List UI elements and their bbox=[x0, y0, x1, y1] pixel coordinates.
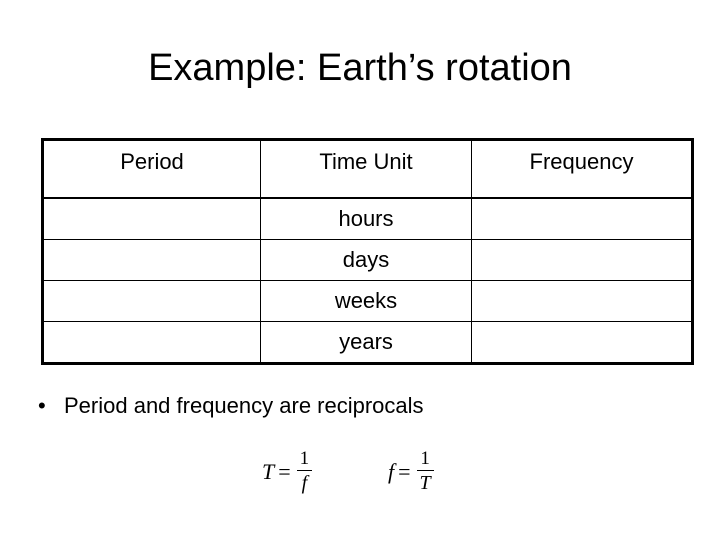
cell-frequency bbox=[471, 239, 693, 281]
cell-period bbox=[42, 320, 261, 365]
cell-time-unit: years bbox=[260, 320, 472, 365]
cell-frequency bbox=[471, 320, 693, 365]
cell-period bbox=[42, 197, 261, 241]
cell-time-unit: days bbox=[260, 239, 472, 281]
header-frequency: Frequency bbox=[471, 139, 693, 199]
bullet-item: • Period and frequency are reciprocals bbox=[38, 391, 424, 421]
formula-numerator: 1 bbox=[420, 448, 430, 469]
table-row: years bbox=[42, 320, 693, 365]
formula-lhs: T bbox=[262, 458, 275, 484]
formula-equals: = bbox=[398, 458, 411, 484]
bullet-marker: • bbox=[38, 393, 46, 418]
formula-frequency: f = 1 T bbox=[388, 448, 434, 495]
cell-time-unit: weeks bbox=[260, 279, 472, 322]
cell-period bbox=[42, 279, 261, 322]
rotation-table: Period Time Unit Frequency hours days we… bbox=[41, 138, 694, 365]
bullet-text: Period and frequency are reciprocals bbox=[64, 393, 424, 418]
cell-time-unit: hours bbox=[260, 197, 472, 241]
formula-fraction: 1 T bbox=[416, 448, 434, 495]
fraction-bar bbox=[296, 470, 313, 471]
header-period: Period bbox=[42, 139, 261, 199]
formula-fraction: 1 f bbox=[296, 448, 313, 495]
table-row: hours bbox=[42, 197, 693, 241]
formula-period: T = 1 f bbox=[262, 448, 313, 495]
fraction-bar bbox=[416, 470, 434, 471]
table-header-row: Period Time Unit Frequency bbox=[42, 139, 693, 199]
formula-denominator: f bbox=[301, 472, 308, 494]
cell-period bbox=[42, 239, 261, 281]
formula-lhs: f bbox=[388, 458, 395, 484]
formula-denominator: T bbox=[419, 472, 431, 494]
header-time-unit: Time Unit bbox=[260, 139, 472, 199]
formula-equals: = bbox=[278, 458, 291, 484]
table-row: days bbox=[42, 239, 693, 281]
cell-frequency bbox=[471, 197, 693, 241]
cell-frequency bbox=[471, 279, 693, 322]
slide-title: Example: Earth’s rotation bbox=[148, 47, 572, 89]
table-row: weeks bbox=[42, 279, 693, 322]
formula-numerator: 1 bbox=[299, 448, 310, 469]
